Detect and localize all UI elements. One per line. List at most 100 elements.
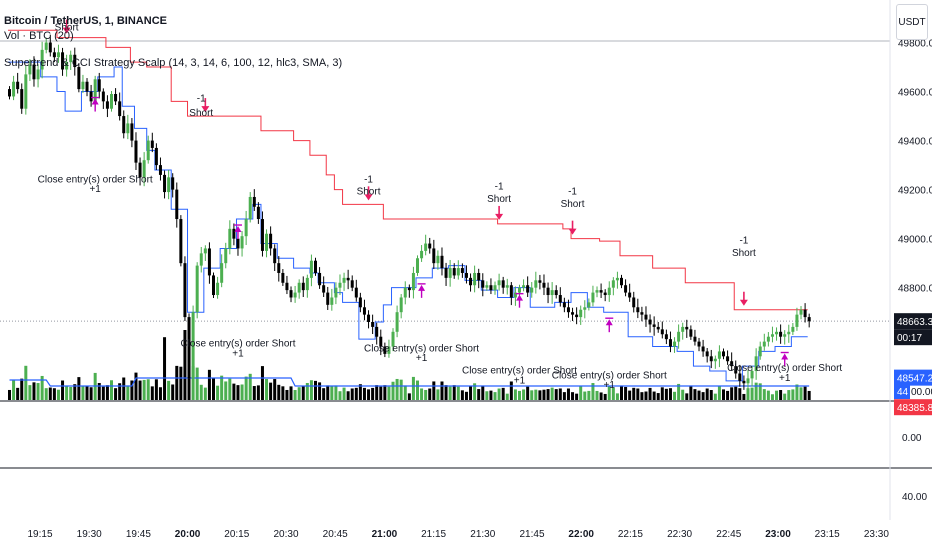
volume-bar [293,390,297,400]
candle-body [575,314,579,318]
volume-bar [624,386,628,400]
volume-bar [615,393,619,400]
volume-bar [579,385,583,400]
candle-body [277,263,281,273]
time-tick-label: 23:15 [815,529,840,540]
volume-bar [391,381,395,400]
volume-bar [338,391,342,400]
volume-bar [44,388,48,400]
close-marker-head [605,319,613,326]
volume-bar [318,382,322,400]
time-tick-label: 20:30 [273,529,298,540]
volume-bar [770,394,774,400]
candle-body [677,331,681,342]
volume-ma-line [9,377,810,387]
short-arrow-head [495,213,504,220]
volume-bar [281,386,285,400]
annotation-label: Short [732,248,756,259]
volume-bar [713,393,717,400]
candle-body [562,302,566,308]
volume-bar [493,392,497,400]
volume-bar [379,386,383,400]
volume-indicator-legend[interactable]: Vol · BTC (20) [4,30,74,42]
candle-body [587,302,591,308]
volume-bar [150,386,154,400]
candle-body [620,277,623,286]
volume-bar [538,390,542,400]
candle-body [203,248,207,254]
candle-body [424,243,428,251]
candle-body [167,177,171,193]
volume-bar [660,387,664,400]
candle-body [101,91,105,102]
volume-bar [554,389,558,400]
volume-bar [240,384,244,400]
candle-body [342,277,346,283]
candle-body [534,280,538,288]
volume-bar [477,389,481,400]
volume-tag-suffix: 00.00 [911,387,932,398]
volume-bar [395,378,399,400]
volume-bar [693,389,697,400]
candle-body [583,307,587,310]
candle-body [69,54,73,63]
price-tick-label: 49000.00 [898,235,932,246]
volume-bar [783,393,787,400]
volume-bar [526,386,530,400]
volume-bar [61,380,65,400]
currency-button[interactable]: USDT [896,4,928,40]
supertrend-up-tag: 48547.27 [897,374,932,385]
candle-body [742,380,746,384]
volume-bar [632,387,636,400]
candle-body [432,248,436,264]
candle-body [293,292,297,298]
annotation-label: Close entry(s) order Short [38,174,153,185]
volume-bar [89,387,93,400]
volume-bar [726,390,730,400]
short-arrow-head [739,299,748,306]
candle-body [656,326,660,330]
volume-bar [56,389,60,400]
candle-body [464,272,468,278]
supertrend-lower-band [8,61,808,382]
candle-body [799,309,803,315]
volume-bar [236,385,240,400]
candle-body [550,290,554,296]
volume-bar [522,389,526,400]
volume-bar [183,330,187,400]
candle-body [399,297,403,313]
volume-bar [611,387,615,400]
annotation-label: Close entry(s) order Short [180,339,295,350]
candle-body [158,165,162,175]
candle-body [717,351,721,359]
candle-body [571,312,575,315]
price-tick-label: 49800.00 [898,39,932,50]
volume-bar [358,384,362,400]
candle-body [497,280,501,286]
candle-body [477,272,481,281]
short-arrow-head [568,228,577,235]
close-marker-head [418,284,426,291]
time-tick-label: 22:00 [568,529,594,540]
candle-body [750,371,754,379]
time-axis: 19:15 19:30 19:45 20:00 20:15 20:30 20:45 21:00… [27,529,889,540]
volume-bar [746,388,750,400]
candle-body [65,62,69,70]
strategy-indicator-legend[interactable]: Supertrend & CCI Strategy Scalp (14, 3, … [4,57,343,69]
candle-body [554,290,558,296]
candle-body [350,280,354,288]
candle-body [126,123,130,134]
time-tick-label: 23:00 [765,529,791,540]
symbol-title[interactable]: Bitcoin / TetherUS, 1, BINANCE [4,15,167,27]
volume-bar [620,385,623,400]
candle-body [628,292,632,298]
volume-bar [550,387,554,400]
candle-body [154,147,158,166]
close-marker-head [781,353,789,360]
volume-bar [175,365,179,400]
candle-body [518,287,521,293]
candle-body [611,280,615,288]
volume-bar [685,393,689,400]
candle-body [285,282,289,291]
